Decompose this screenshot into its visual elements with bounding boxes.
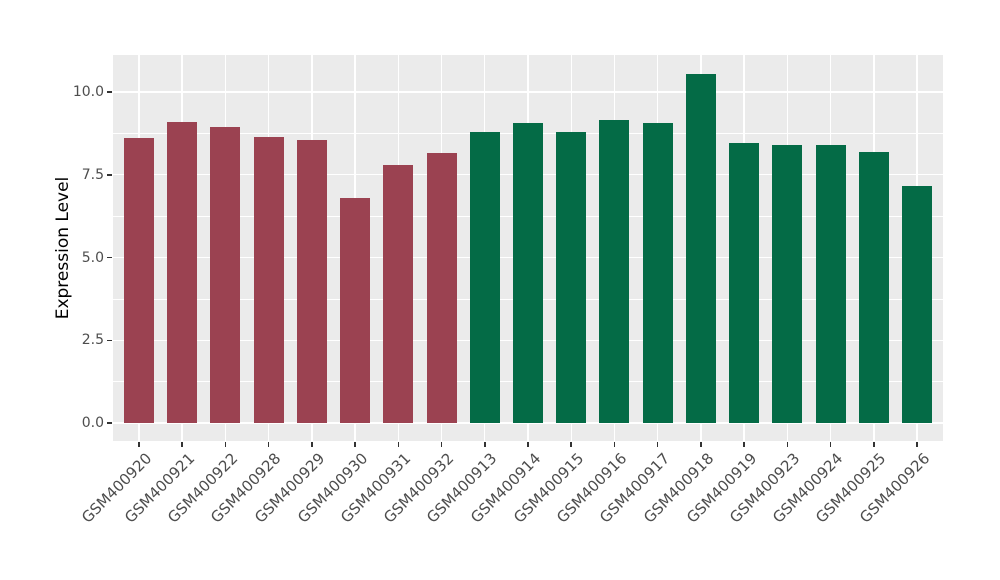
y-tick-label: 10.0 xyxy=(72,84,104,100)
y-tick-mark xyxy=(107,422,112,424)
bar-GSM400915 xyxy=(556,131,587,423)
x-tick-mark xyxy=(181,442,183,447)
x-tick-mark xyxy=(570,442,572,447)
bar-GSM400914 xyxy=(513,123,543,423)
bar-GSM400919 xyxy=(729,143,760,423)
y-axis-title: Expression Level xyxy=(53,176,73,320)
bar-GSM400932 xyxy=(426,153,457,423)
bar-GSM400931 xyxy=(383,164,414,423)
y-tick-label: 7.5 xyxy=(81,166,104,183)
x-tick-mark xyxy=(613,442,616,447)
x-tick-mark xyxy=(354,442,356,447)
bar-GSM400916 xyxy=(599,120,630,423)
bar-GSM400918 xyxy=(685,73,716,423)
y-tick-label: 0.0 xyxy=(81,415,104,431)
x-tick-mark xyxy=(916,442,918,447)
x-tick-mark xyxy=(829,442,832,447)
x-tick-mark xyxy=(397,442,400,447)
bar-GSM400913 xyxy=(469,131,500,423)
x-tick-mark xyxy=(743,442,745,447)
bar-GSM400917 xyxy=(642,123,673,423)
x-tick-mark xyxy=(873,442,875,447)
bar-GSM400929 xyxy=(296,139,327,423)
bar-GSM400924 xyxy=(815,144,846,423)
bar-GSM400923 xyxy=(772,144,803,423)
x-tick-mark xyxy=(484,442,486,447)
y-tick-mark xyxy=(107,256,112,259)
bar-GSM400921 xyxy=(167,121,198,423)
bar-GSM400930 xyxy=(340,197,371,423)
gridline-y-major xyxy=(113,91,943,93)
bar-GSM400922 xyxy=(210,126,241,423)
bar-GSM400925 xyxy=(858,151,889,423)
y-tick-label: 2.5 xyxy=(81,332,104,349)
y-tick-mark xyxy=(107,174,112,176)
y-tick-label: 5.0 xyxy=(81,249,104,266)
y-tick-mark xyxy=(107,91,112,93)
y-tick-mark xyxy=(107,339,112,341)
gridline-y-major xyxy=(113,422,943,424)
x-tick-mark xyxy=(267,442,270,447)
x-tick-mark xyxy=(138,442,140,447)
x-tick-mark xyxy=(224,442,227,447)
x-tick-mark xyxy=(311,442,313,447)
bar-GSM400920 xyxy=(123,138,154,423)
x-tick-mark xyxy=(440,442,443,447)
x-tick-mark xyxy=(527,442,529,447)
bar-GSM400928 xyxy=(253,136,284,423)
x-tick-mark xyxy=(656,442,659,447)
x-tick-mark xyxy=(700,442,702,447)
bar-GSM400926 xyxy=(902,186,933,423)
x-tick-mark xyxy=(786,442,789,447)
